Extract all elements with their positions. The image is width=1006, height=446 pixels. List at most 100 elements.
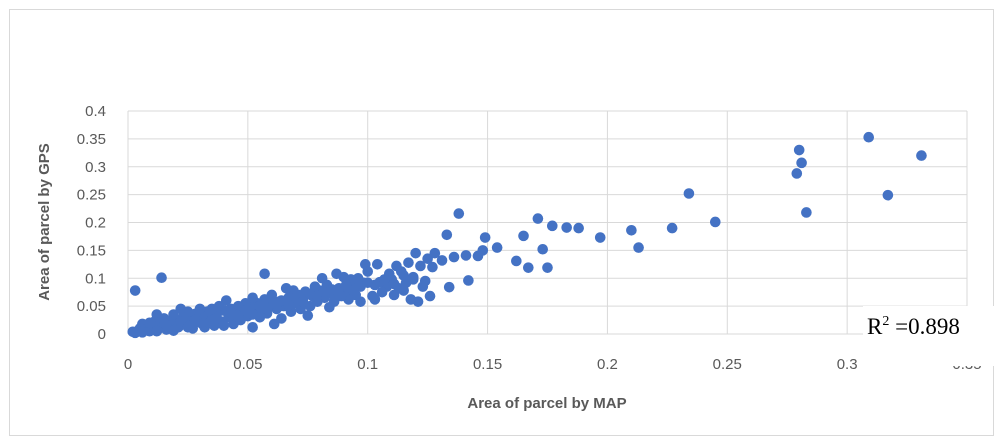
data-point (367, 290, 378, 302)
data-point (407, 274, 419, 285)
x-tick-label: 0.2 (597, 356, 618, 373)
data-point (523, 262, 534, 273)
data-point (410, 247, 421, 259)
data-point (129, 285, 141, 296)
data-point (261, 303, 273, 315)
data-point (448, 251, 460, 263)
data-point (429, 247, 441, 259)
y-tick-label: 0.2 (85, 215, 106, 232)
data-point (801, 207, 812, 218)
data-point (398, 270, 409, 281)
data-point (793, 144, 805, 156)
r-squared-annotation: R2 =0.898 (863, 306, 1003, 366)
data-point (331, 268, 342, 280)
data-point (168, 325, 179, 336)
data-point (280, 282, 292, 294)
data-point (151, 325, 163, 337)
data-point (333, 288, 345, 300)
y-tick-label: 0.3 (85, 159, 106, 176)
y-tick-label: 0.25 (77, 187, 106, 204)
data-point (340, 279, 352, 291)
y-tick-label: 0 (98, 326, 106, 343)
data-point (388, 278, 400, 290)
y-tick-label: 0.35 (77, 131, 106, 148)
data-point (436, 255, 448, 266)
data-point (417, 281, 429, 292)
y-tick-label: 0.1 (85, 270, 106, 287)
data-point (683, 188, 695, 199)
data-point (537, 243, 549, 255)
data-point (372, 259, 383, 270)
data-point (441, 229, 453, 241)
data-point (391, 260, 402, 272)
data-point (415, 260, 426, 272)
data-point (626, 225, 637, 236)
r2-superscript: 2 (882, 314, 890, 329)
data-point (479, 232, 491, 243)
data-point (276, 313, 287, 324)
data-point (424, 290, 436, 302)
data-point (175, 316, 187, 328)
data-point (175, 303, 187, 315)
data-point (182, 322, 194, 333)
data-point (511, 255, 522, 267)
data-point (491, 242, 503, 253)
data-point (443, 281, 455, 293)
data-point (220, 295, 232, 306)
data-point (463, 275, 474, 286)
data-point (405, 294, 417, 305)
data-point (796, 157, 807, 169)
data-point (403, 257, 414, 268)
data-point (453, 208, 465, 219)
data-point (156, 272, 167, 283)
data-point (379, 274, 390, 285)
y-tick-label: 0.4 (85, 103, 106, 120)
data-point (247, 322, 258, 333)
x-tick-label: 0.25 (713, 356, 742, 373)
data-point (137, 327, 148, 338)
data-point (561, 222, 572, 233)
data-point (546, 220, 558, 232)
r2-base: R (867, 314, 883, 339)
data-point (710, 216, 721, 228)
x-tick-label: 0.1 (357, 356, 378, 373)
data-point (218, 320, 230, 331)
data-point (916, 150, 927, 161)
data-points (127, 131, 927, 339)
data-point (388, 289, 400, 301)
data-point (542, 262, 553, 273)
data-point (518, 230, 529, 242)
x-tick-label: 0.05 (233, 356, 262, 373)
data-point (247, 309, 258, 320)
y-axis-title: Area of parcel by GPS (36, 143, 53, 301)
x-tick-label: 0.15 (473, 356, 502, 373)
data-point (460, 250, 472, 261)
data-point (127, 326, 139, 338)
data-point (376, 286, 388, 298)
data-point (427, 261, 438, 273)
y-tick-label: 0.15 (77, 242, 106, 259)
data-point (594, 232, 606, 243)
data-point (863, 131, 875, 143)
data-point (268, 318, 280, 330)
data-point (791, 168, 803, 179)
data-point (532, 213, 544, 224)
data-point (472, 250, 484, 262)
x-tick-label: 0.3 (837, 356, 858, 373)
data-point (302, 310, 314, 321)
data-point (422, 253, 433, 265)
data-point (666, 222, 678, 234)
data-point (369, 279, 381, 291)
data-point (161, 319, 172, 331)
data-point (297, 296, 309, 307)
data-point (259, 268, 270, 280)
data-point (144, 317, 155, 329)
data-point (316, 272, 328, 284)
data-point (247, 292, 258, 304)
data-point (882, 189, 894, 201)
data-point (633, 242, 644, 253)
y-tick-label: 0.05 (77, 298, 106, 315)
data-point (324, 301, 335, 313)
data-point (573, 222, 584, 234)
